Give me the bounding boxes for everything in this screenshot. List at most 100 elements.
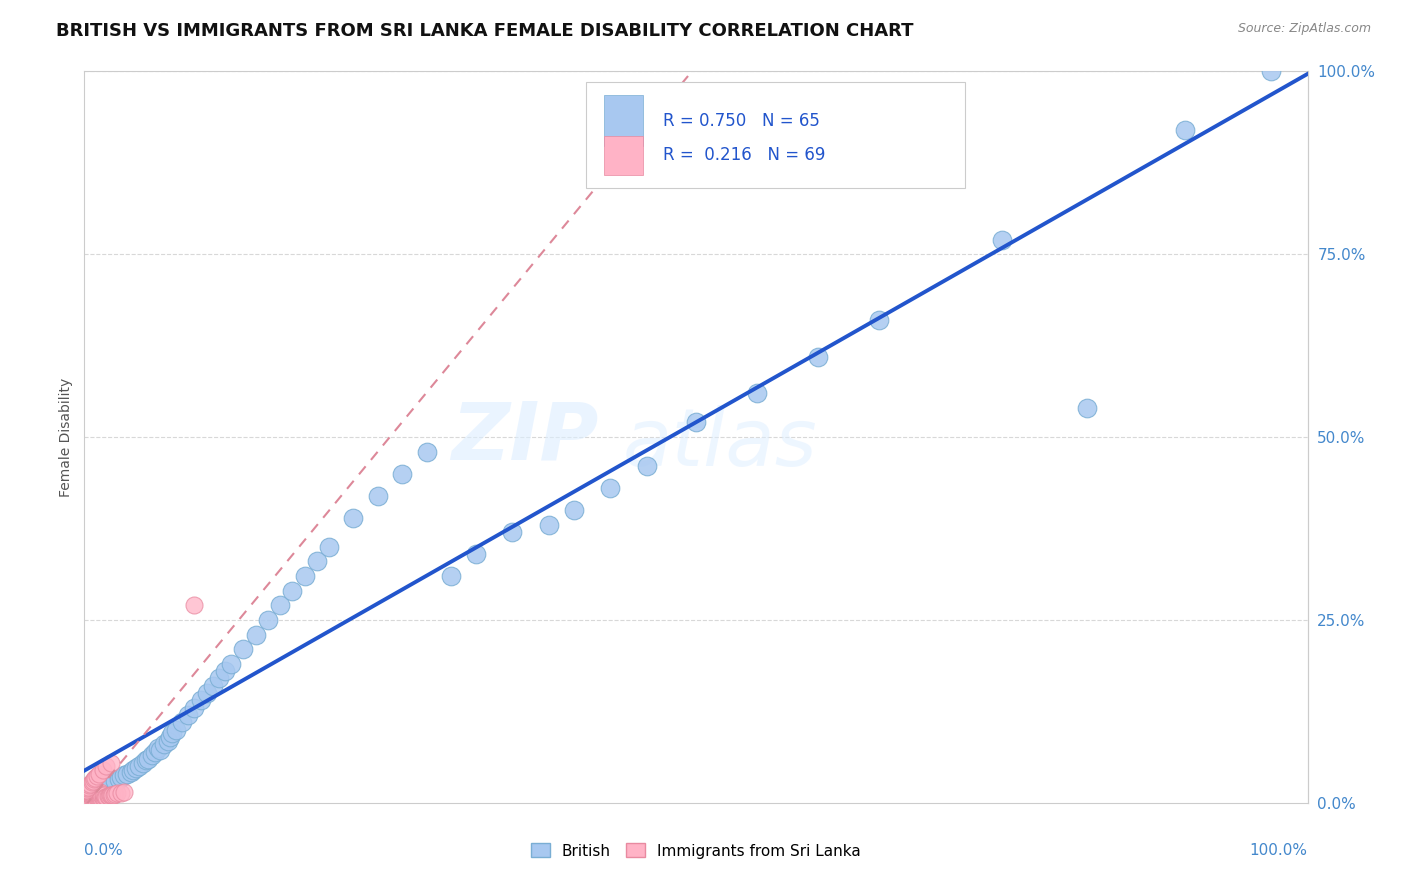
Point bbox=[79, 777, 101, 791]
Point bbox=[93, 790, 115, 805]
Point bbox=[83, 785, 105, 799]
Point bbox=[305, 554, 328, 568]
Point bbox=[156, 733, 179, 747]
Point bbox=[76, 782, 98, 797]
Point bbox=[1174, 123, 1197, 137]
Point bbox=[636, 459, 658, 474]
Point bbox=[281, 583, 304, 598]
Point bbox=[89, 785, 111, 799]
Point bbox=[1076, 401, 1098, 415]
Point bbox=[79, 785, 101, 799]
Point bbox=[90, 788, 112, 802]
Point bbox=[112, 768, 135, 782]
Point bbox=[115, 766, 138, 780]
Point bbox=[80, 784, 103, 798]
Point bbox=[75, 789, 97, 803]
Point bbox=[869, 313, 891, 327]
Point bbox=[214, 664, 236, 678]
Point bbox=[120, 765, 142, 780]
Point bbox=[599, 481, 621, 495]
Point bbox=[440, 569, 463, 583]
Point bbox=[98, 789, 121, 803]
Point bbox=[83, 784, 105, 798]
Point bbox=[77, 789, 100, 803]
Point bbox=[79, 789, 101, 803]
Point bbox=[89, 789, 111, 803]
Y-axis label: Female Disability: Female Disability bbox=[59, 377, 73, 497]
Point bbox=[82, 791, 104, 805]
FancyBboxPatch shape bbox=[605, 136, 644, 175]
Point bbox=[77, 780, 100, 794]
Point bbox=[83, 790, 105, 805]
Point bbox=[77, 791, 100, 805]
Point bbox=[76, 789, 98, 804]
Point bbox=[86, 787, 108, 801]
Point bbox=[86, 769, 108, 783]
Point bbox=[165, 723, 187, 737]
Point bbox=[125, 761, 148, 775]
Point bbox=[83, 772, 105, 787]
Point bbox=[97, 789, 120, 804]
Text: R = 0.750   N = 65: R = 0.750 N = 65 bbox=[664, 112, 820, 129]
Point bbox=[91, 791, 114, 805]
Point bbox=[97, 780, 120, 794]
Point bbox=[84, 785, 107, 799]
Point bbox=[502, 525, 524, 540]
Point bbox=[77, 790, 100, 805]
Point bbox=[110, 770, 132, 784]
Point bbox=[87, 790, 110, 805]
Point bbox=[100, 756, 122, 770]
Point bbox=[183, 599, 205, 613]
Point bbox=[112, 785, 135, 799]
Point bbox=[219, 657, 242, 671]
Point bbox=[136, 752, 159, 766]
Legend: British, Immigrants from Sri Lanka: British, Immigrants from Sri Lanka bbox=[526, 838, 866, 864]
Point bbox=[87, 789, 110, 803]
Point bbox=[149, 743, 172, 757]
Point bbox=[86, 788, 108, 802]
Point bbox=[79, 791, 101, 805]
Point bbox=[177, 708, 200, 723]
Text: R =  0.216   N = 69: R = 0.216 N = 69 bbox=[664, 146, 825, 164]
Point bbox=[91, 781, 114, 796]
Text: Source: ZipAtlas.com: Source: ZipAtlas.com bbox=[1237, 22, 1371, 36]
Point bbox=[76, 787, 98, 801]
Point bbox=[77, 778, 100, 792]
Point bbox=[190, 693, 212, 707]
Point bbox=[87, 791, 110, 805]
Point bbox=[80, 788, 103, 802]
Point bbox=[100, 775, 122, 789]
Point bbox=[84, 771, 107, 785]
Point bbox=[96, 789, 118, 804]
Point bbox=[1260, 64, 1282, 78]
Point bbox=[747, 386, 769, 401]
Point bbox=[107, 772, 129, 787]
Point bbox=[87, 766, 110, 780]
Point bbox=[104, 787, 127, 801]
Point bbox=[75, 782, 97, 797]
Point bbox=[464, 547, 486, 561]
Point bbox=[93, 788, 115, 802]
Point bbox=[122, 763, 145, 777]
Point bbox=[141, 748, 163, 763]
Point bbox=[77, 787, 100, 801]
Point bbox=[208, 672, 231, 686]
Point bbox=[153, 737, 176, 751]
Point bbox=[391, 467, 413, 481]
Point bbox=[100, 789, 122, 803]
Point bbox=[172, 715, 194, 730]
Point bbox=[257, 613, 280, 627]
Point bbox=[96, 777, 118, 792]
Point bbox=[232, 642, 254, 657]
Point bbox=[807, 350, 830, 364]
Point bbox=[110, 786, 132, 800]
Text: BRITISH VS IMMIGRANTS FROM SRI LANKA FEMALE DISABILITY CORRELATION CHART: BRITISH VS IMMIGRANTS FROM SRI LANKA FEM… bbox=[56, 22, 914, 40]
Point bbox=[77, 785, 100, 799]
Point bbox=[146, 740, 169, 755]
Point bbox=[245, 627, 267, 641]
Point bbox=[991, 233, 1014, 247]
Point bbox=[105, 786, 128, 800]
Point bbox=[128, 759, 150, 773]
Point bbox=[135, 753, 157, 767]
Point bbox=[84, 789, 107, 803]
